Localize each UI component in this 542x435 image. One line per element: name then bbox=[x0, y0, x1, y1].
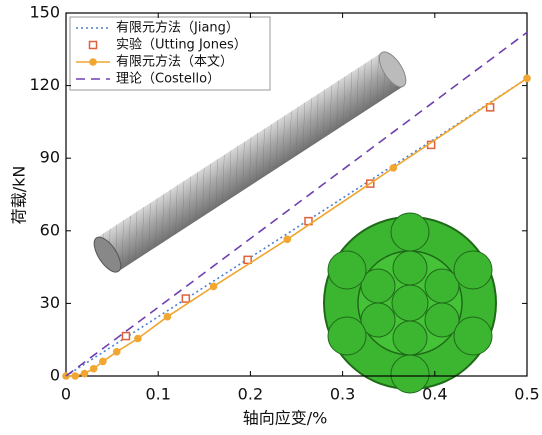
x-tick-label: 0.3 bbox=[330, 385, 355, 404]
marker bbox=[113, 348, 121, 356]
x-tick-label: 0.5 bbox=[514, 385, 539, 404]
marker bbox=[523, 75, 531, 83]
y-tick-label: 120 bbox=[29, 75, 60, 94]
y-tick-label: 30 bbox=[40, 293, 60, 312]
legend-label: 实验（Utting Jones） bbox=[116, 37, 247, 53]
marker bbox=[134, 335, 142, 343]
x-tick-label: 0 bbox=[61, 385, 71, 404]
x-tick-label: 0.4 bbox=[422, 385, 447, 404]
y-tick-label: 90 bbox=[40, 148, 60, 167]
x-tick-label: 0.1 bbox=[145, 385, 170, 404]
marker bbox=[71, 372, 79, 380]
y-tick-label: 150 bbox=[29, 3, 60, 22]
marker bbox=[90, 365, 98, 373]
y-tick-label: 0 bbox=[50, 366, 60, 385]
legend-marker bbox=[89, 58, 97, 66]
marker bbox=[390, 164, 398, 172]
y-tick-label: 60 bbox=[40, 220, 60, 239]
y-axis-title: 荷载/kN bbox=[10, 166, 29, 225]
legend-marker bbox=[90, 42, 97, 49]
chart: 轴向应变/% 荷载/kN 0 30 60 90 120 150 0 0.1 0.2 0.3 0.4 0… bbox=[0, 0, 542, 431]
marker bbox=[283, 235, 291, 243]
marker bbox=[122, 333, 129, 340]
cross-section-image bbox=[324, 213, 496, 393]
x-axis-title: 轴向应变/% bbox=[243, 409, 328, 428]
marker bbox=[164, 313, 172, 321]
legend-label: 理论（Costello） bbox=[116, 72, 220, 87]
legend-label: 有限元方法（本文） bbox=[116, 54, 233, 70]
marker bbox=[210, 283, 218, 291]
marker bbox=[81, 370, 89, 378]
marker bbox=[182, 295, 189, 302]
marker bbox=[99, 358, 107, 366]
x-tick-label: 0.2 bbox=[238, 385, 263, 404]
legend-label: 有限元方法（Jiang） bbox=[116, 20, 239, 36]
